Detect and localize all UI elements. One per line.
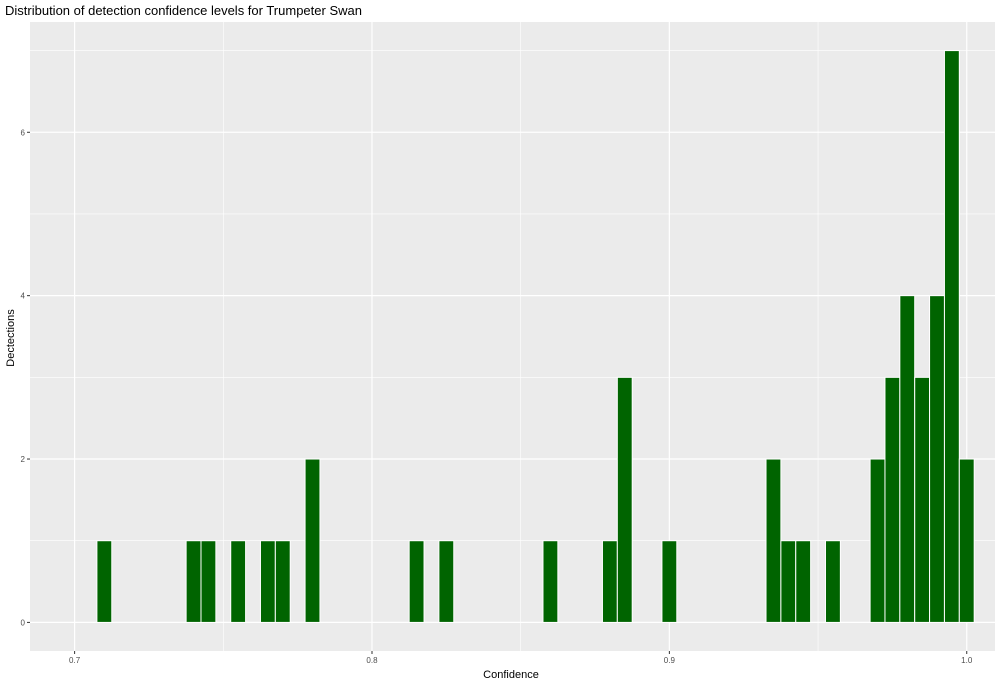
y-tick-label: 6: [21, 128, 26, 137]
histogram-bar: [408, 540, 425, 623]
histogram-bar: [185, 540, 202, 623]
x-tick-label: 0.8: [366, 656, 378, 665]
y-tick-label: 4: [21, 292, 26, 301]
histogram-bar: [616, 376, 633, 623]
bars: [96, 50, 975, 623]
histogram-bar: [765, 458, 782, 623]
histogram-bar: [958, 458, 975, 623]
histogram-bar: [943, 50, 960, 623]
y-tick-label: 2: [21, 455, 26, 464]
x-tick-label: 0.7: [69, 656, 81, 665]
y-axis-title: Dectections: [5, 309, 17, 367]
histogram-bar: [824, 540, 841, 623]
histogram-bar: [661, 540, 678, 623]
histogram-bar: [780, 540, 797, 623]
histogram-bar: [259, 540, 276, 623]
histogram-bar: [96, 540, 113, 623]
x-axis-title: Confidence: [483, 669, 539, 681]
chart-title: Distribution of detection confidence lev…: [5, 3, 362, 18]
plot-panel: [30, 22, 995, 651]
y-axis: 0 2 4 6: [21, 128, 30, 627]
histogram-bar: [914, 376, 931, 623]
histogram-bar: [884, 376, 901, 623]
histogram-bar: [438, 540, 455, 623]
histogram-bar: [200, 540, 217, 623]
x-axis: 0.7 0.8 0.9 1.0: [69, 651, 973, 665]
histogram-bar: [899, 295, 916, 623]
histogram-bar: [795, 540, 812, 623]
histogram-bar: [601, 540, 618, 623]
y-tick-label: 0: [21, 618, 26, 627]
histogram-bar: [929, 295, 945, 623]
histogram-bar: [542, 540, 559, 623]
histogram-bar: [274, 540, 291, 623]
histogram-bar: [304, 458, 321, 623]
histogram-bar: [230, 540, 247, 623]
x-tick-label: 1.0: [961, 656, 973, 665]
histogram-bar: [869, 458, 886, 623]
x-tick-label: 0.9: [664, 656, 676, 665]
